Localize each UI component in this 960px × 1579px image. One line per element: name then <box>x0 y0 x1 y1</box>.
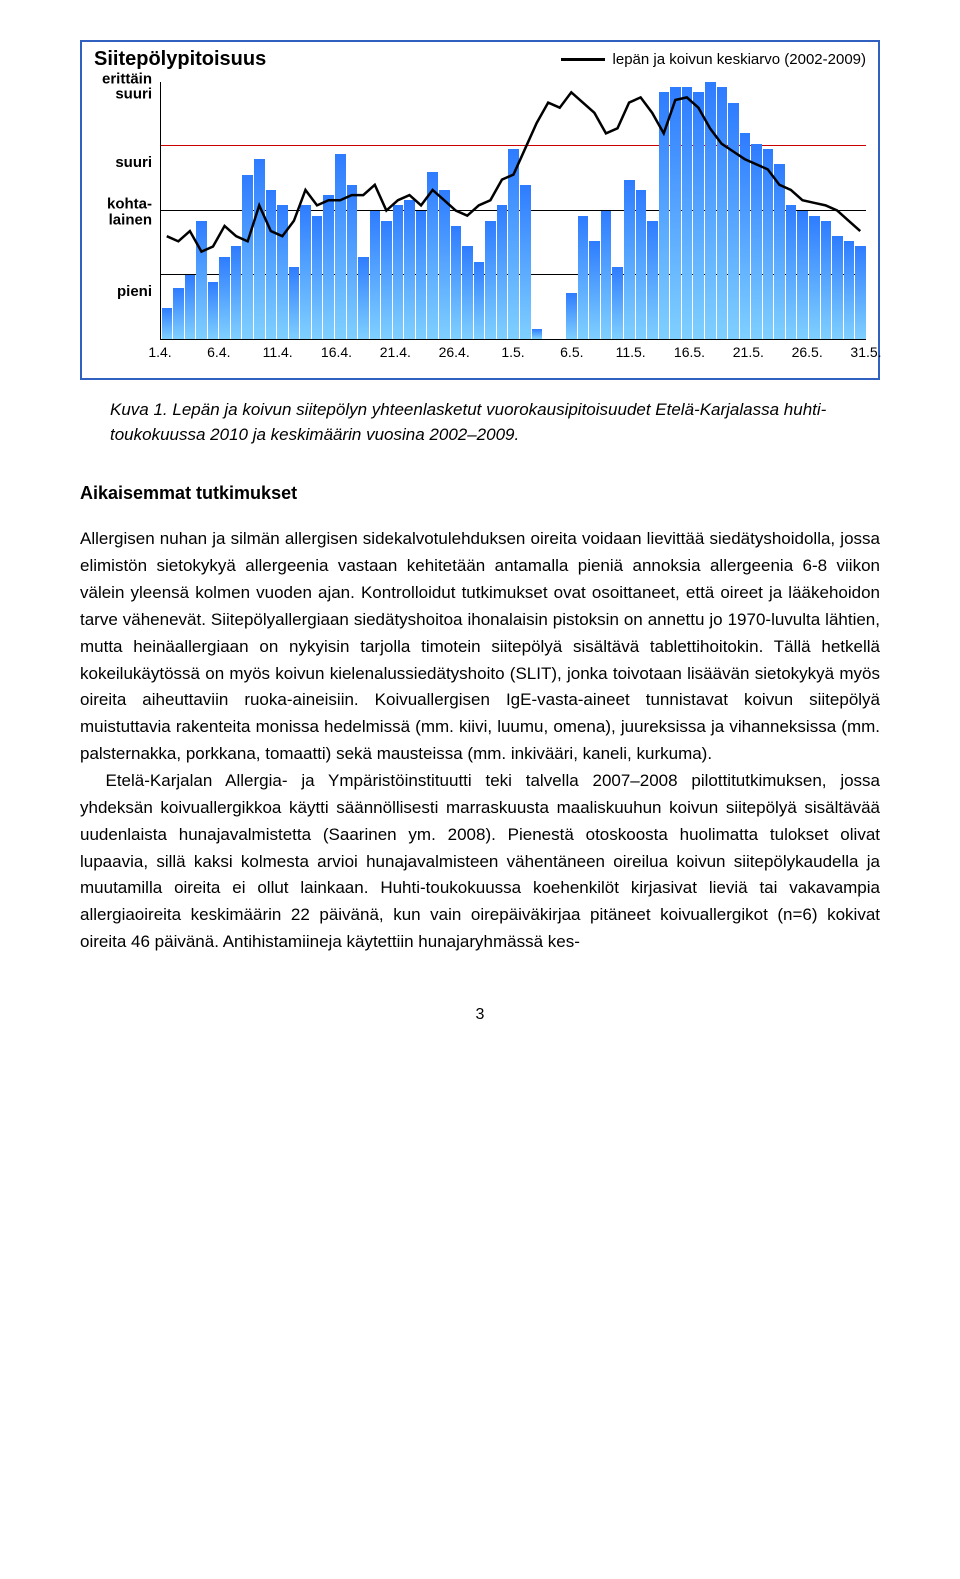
x-axis-label: 11.5. <box>616 344 646 360</box>
x-axis-label: 16.5. <box>674 344 705 360</box>
legend-line-icon <box>561 58 605 61</box>
page-number: 3 <box>80 1006 880 1024</box>
x-axis-label: 16.4. <box>321 344 352 360</box>
body-text: Allergisen nuhan ja silmän allergisen si… <box>80 526 880 956</box>
x-axis-label: 6.4. <box>207 344 230 360</box>
x-axis-label: 6.5. <box>560 344 583 360</box>
x-axis-labels: 1.4.6.4.11.4.16.4.21.4.26.4.1.5.6.5.11.5… <box>160 344 866 368</box>
figure-caption: Kuva 1. Lepän ja koivun siitepölyn yhtee… <box>110 398 850 447</box>
x-axis-label: 21.4. <box>380 344 411 360</box>
y-axis-label: kohta-lainen <box>107 196 152 228</box>
body-paragraph: Allergisen nuhan ja silmän allergisen si… <box>80 526 880 768</box>
x-axis-label: 26.4. <box>439 344 470 360</box>
chart-title: Siitepölypitoisuus <box>94 48 266 71</box>
y-axis-label: erittäinsuuri <box>102 71 152 103</box>
section-heading: Aikaisemmat tutkimukset <box>80 483 880 504</box>
y-axis-label: suuri <box>115 155 152 171</box>
x-axis-label: 1.4. <box>148 344 171 360</box>
y-axis-label: pieni <box>117 284 152 300</box>
y-axis-labels: pienikohta-lainensuurierittäinsuuri <box>82 82 156 340</box>
body-paragraph: Etelä-Karjalan Allergia- ja Ympäristöins… <box>80 768 880 956</box>
x-axis-label: 31.5. <box>850 344 881 360</box>
x-axis-label: 1.5. <box>501 344 524 360</box>
chart-header: Siitepölypitoisuus lepän ja koivun keski… <box>94 48 866 71</box>
x-axis-label: 26.5. <box>792 344 823 360</box>
legend-label: lepän ja koivun keskiarvo (2002-2009) <box>613 51 866 68</box>
pollen-chart: Siitepölypitoisuus lepän ja koivun keski… <box>80 40 880 380</box>
chart-legend: lepän ja koivun keskiarvo (2002-2009) <box>561 51 866 68</box>
x-axis-label: 11.4. <box>263 344 293 360</box>
chart-line <box>161 82 866 339</box>
x-axis-label: 21.5. <box>733 344 764 360</box>
plot-area <box>160 82 866 340</box>
